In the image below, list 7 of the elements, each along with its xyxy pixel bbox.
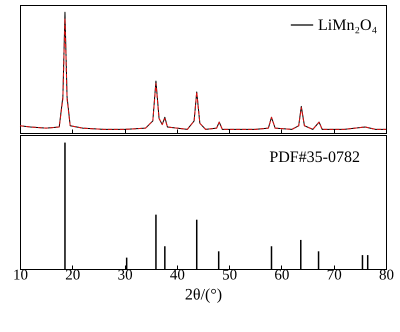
x-tick-label: 80 [379, 268, 394, 284]
annotation: PDF#35-0782 [269, 149, 360, 166]
x-axis-title: 2θ/(°) [184, 286, 222, 304]
x-tick-label: 40 [170, 268, 185, 284]
legend-label: LiMn₂O₄ [318, 17, 378, 34]
x-tick-label: 60 [274, 268, 290, 284]
x-tick-label: 10 [13, 268, 28, 284]
